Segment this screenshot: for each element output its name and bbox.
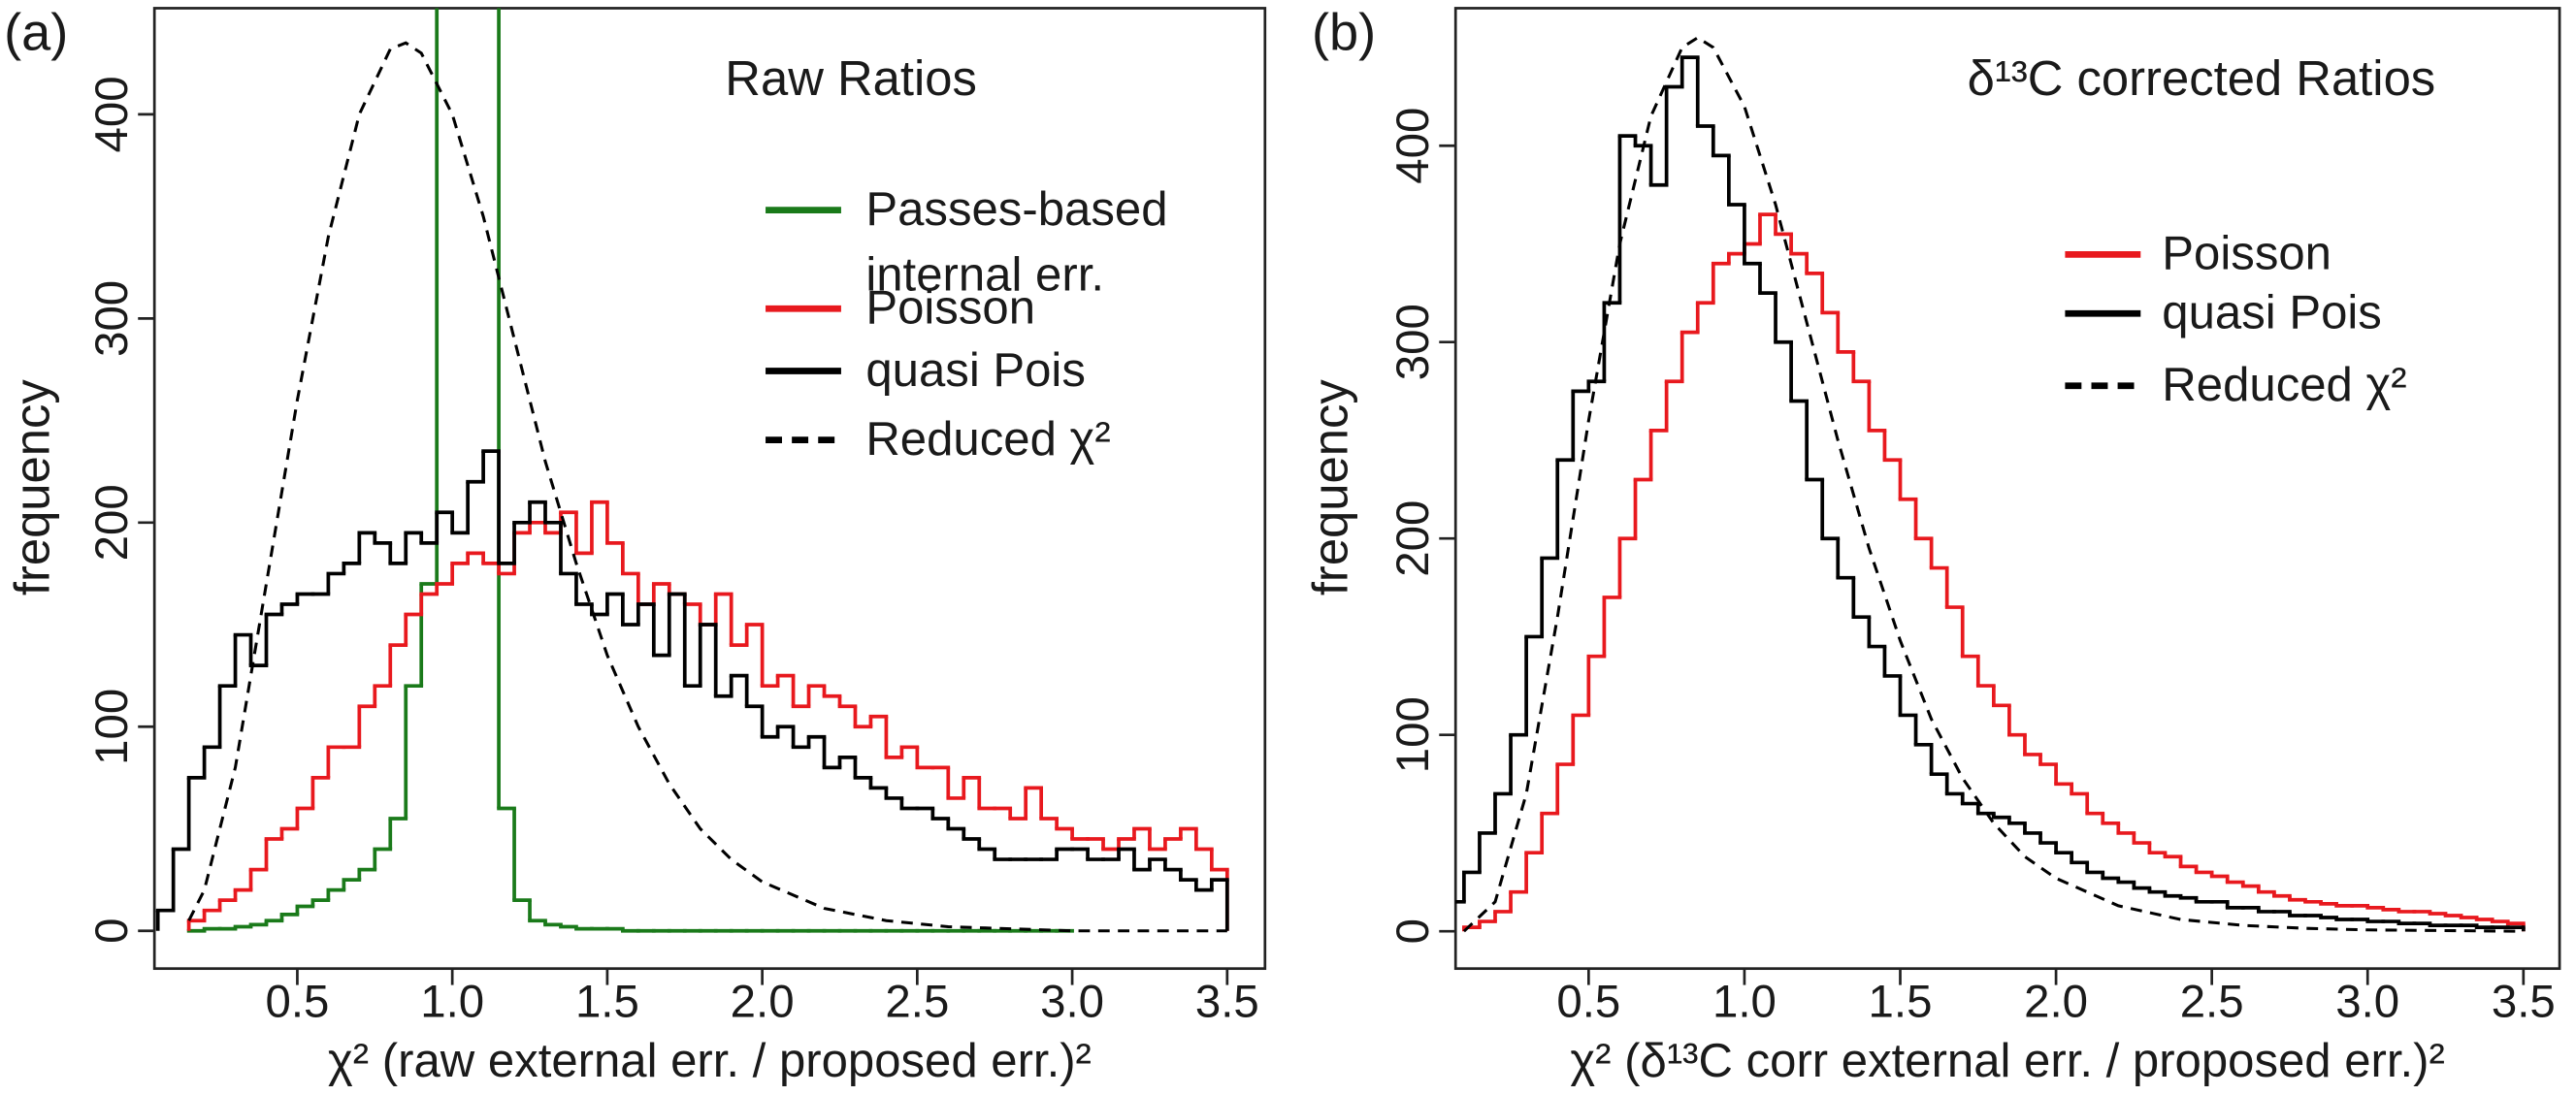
x-tick-label: 0.5 bbox=[1556, 976, 1620, 1027]
x-tick-label: 3.5 bbox=[1195, 976, 1259, 1027]
legend-item: quasi Pois bbox=[865, 344, 1086, 398]
chart-title: δ¹³C corrected Ratios bbox=[1968, 50, 2436, 106]
legend-label: Poisson bbox=[865, 282, 1036, 336]
legend-item: Poisson bbox=[2162, 228, 2331, 281]
panel: (a) Raw Ratios χ² (raw external err. / pro… bbox=[4, 4, 1267, 1087]
x-tick-label: 1.5 bbox=[1869, 976, 1933, 1027]
x-tick-label: 3.5 bbox=[2492, 976, 2556, 1027]
x-tick-label: 1.0 bbox=[420, 976, 484, 1027]
y-axis-label: frequency bbox=[1302, 379, 1357, 596]
x-tick-label: 2.5 bbox=[885, 976, 949, 1027]
y-tick-label: 300 bbox=[86, 280, 138, 357]
y-axis-label: frequency bbox=[5, 379, 60, 596]
x-tick-label: 2.0 bbox=[2024, 976, 2088, 1027]
x-tick-label: 2.5 bbox=[2180, 976, 2244, 1027]
density-curve bbox=[187, 41, 1227, 933]
x-tick-label: 2.0 bbox=[731, 976, 795, 1027]
y-tick-label: 400 bbox=[86, 76, 138, 152]
y-tick-label: 400 bbox=[1387, 108, 1439, 184]
x-tick-label: 3.0 bbox=[1040, 976, 1104, 1027]
legend-item: quasi Pois bbox=[2162, 287, 2382, 340]
plot-area bbox=[1455, 36, 2526, 933]
legend-label: Passes-based internal err. bbox=[865, 183, 1168, 301]
plot-frame bbox=[152, 7, 1267, 971]
y-tick-label: 0 bbox=[86, 918, 138, 944]
y-tick-label: 100 bbox=[1387, 696, 1439, 773]
y-tick-label: 0 bbox=[1387, 918, 1439, 944]
panel: (b) δ¹³C corrected Ratios χ² (δ¹³C corr ex… bbox=[1302, 4, 2561, 1087]
y-tick-label: 200 bbox=[86, 484, 138, 561]
y-tick-label: 300 bbox=[1387, 304, 1439, 380]
panel-label: (a) bbox=[4, 4, 68, 62]
legend-item: Reduced χ² bbox=[2162, 359, 2407, 412]
legend-label: quasi Pois bbox=[2162, 287, 2382, 340]
x-tick-label: 3.0 bbox=[2335, 976, 2399, 1027]
density-curve bbox=[1462, 36, 2524, 933]
legend-item: Reduced χ² bbox=[865, 413, 1111, 467]
chart-title: Raw Ratios bbox=[725, 50, 977, 106]
x-axis-label: χ² (δ¹³C corr external err. / proposed e… bbox=[1570, 1035, 2444, 1087]
legend-label: quasi Pois bbox=[865, 344, 1086, 398]
legend-label: Poisson bbox=[2162, 228, 2331, 281]
x-tick-label: 1.5 bbox=[575, 976, 639, 1027]
legend-label: Reduced χ² bbox=[865, 413, 1111, 467]
y-tick-label: 200 bbox=[1387, 500, 1439, 577]
x-axis-label: χ² (raw external err. / proposed err.)² bbox=[328, 1035, 1092, 1087]
legend-item: Passes-based internal err. bbox=[865, 183, 1168, 301]
x-tick-label: 1.0 bbox=[1712, 976, 1777, 1027]
y-tick-label: 100 bbox=[86, 689, 138, 765]
legend-label: Reduced χ² bbox=[2162, 359, 2407, 412]
plot-frame bbox=[1453, 7, 2561, 971]
legend-item: Poisson bbox=[865, 282, 1036, 336]
x-tick-label: 0.5 bbox=[265, 976, 329, 1027]
panel-label: (b) bbox=[1312, 4, 1376, 62]
plot-area bbox=[155, 8, 1229, 933]
